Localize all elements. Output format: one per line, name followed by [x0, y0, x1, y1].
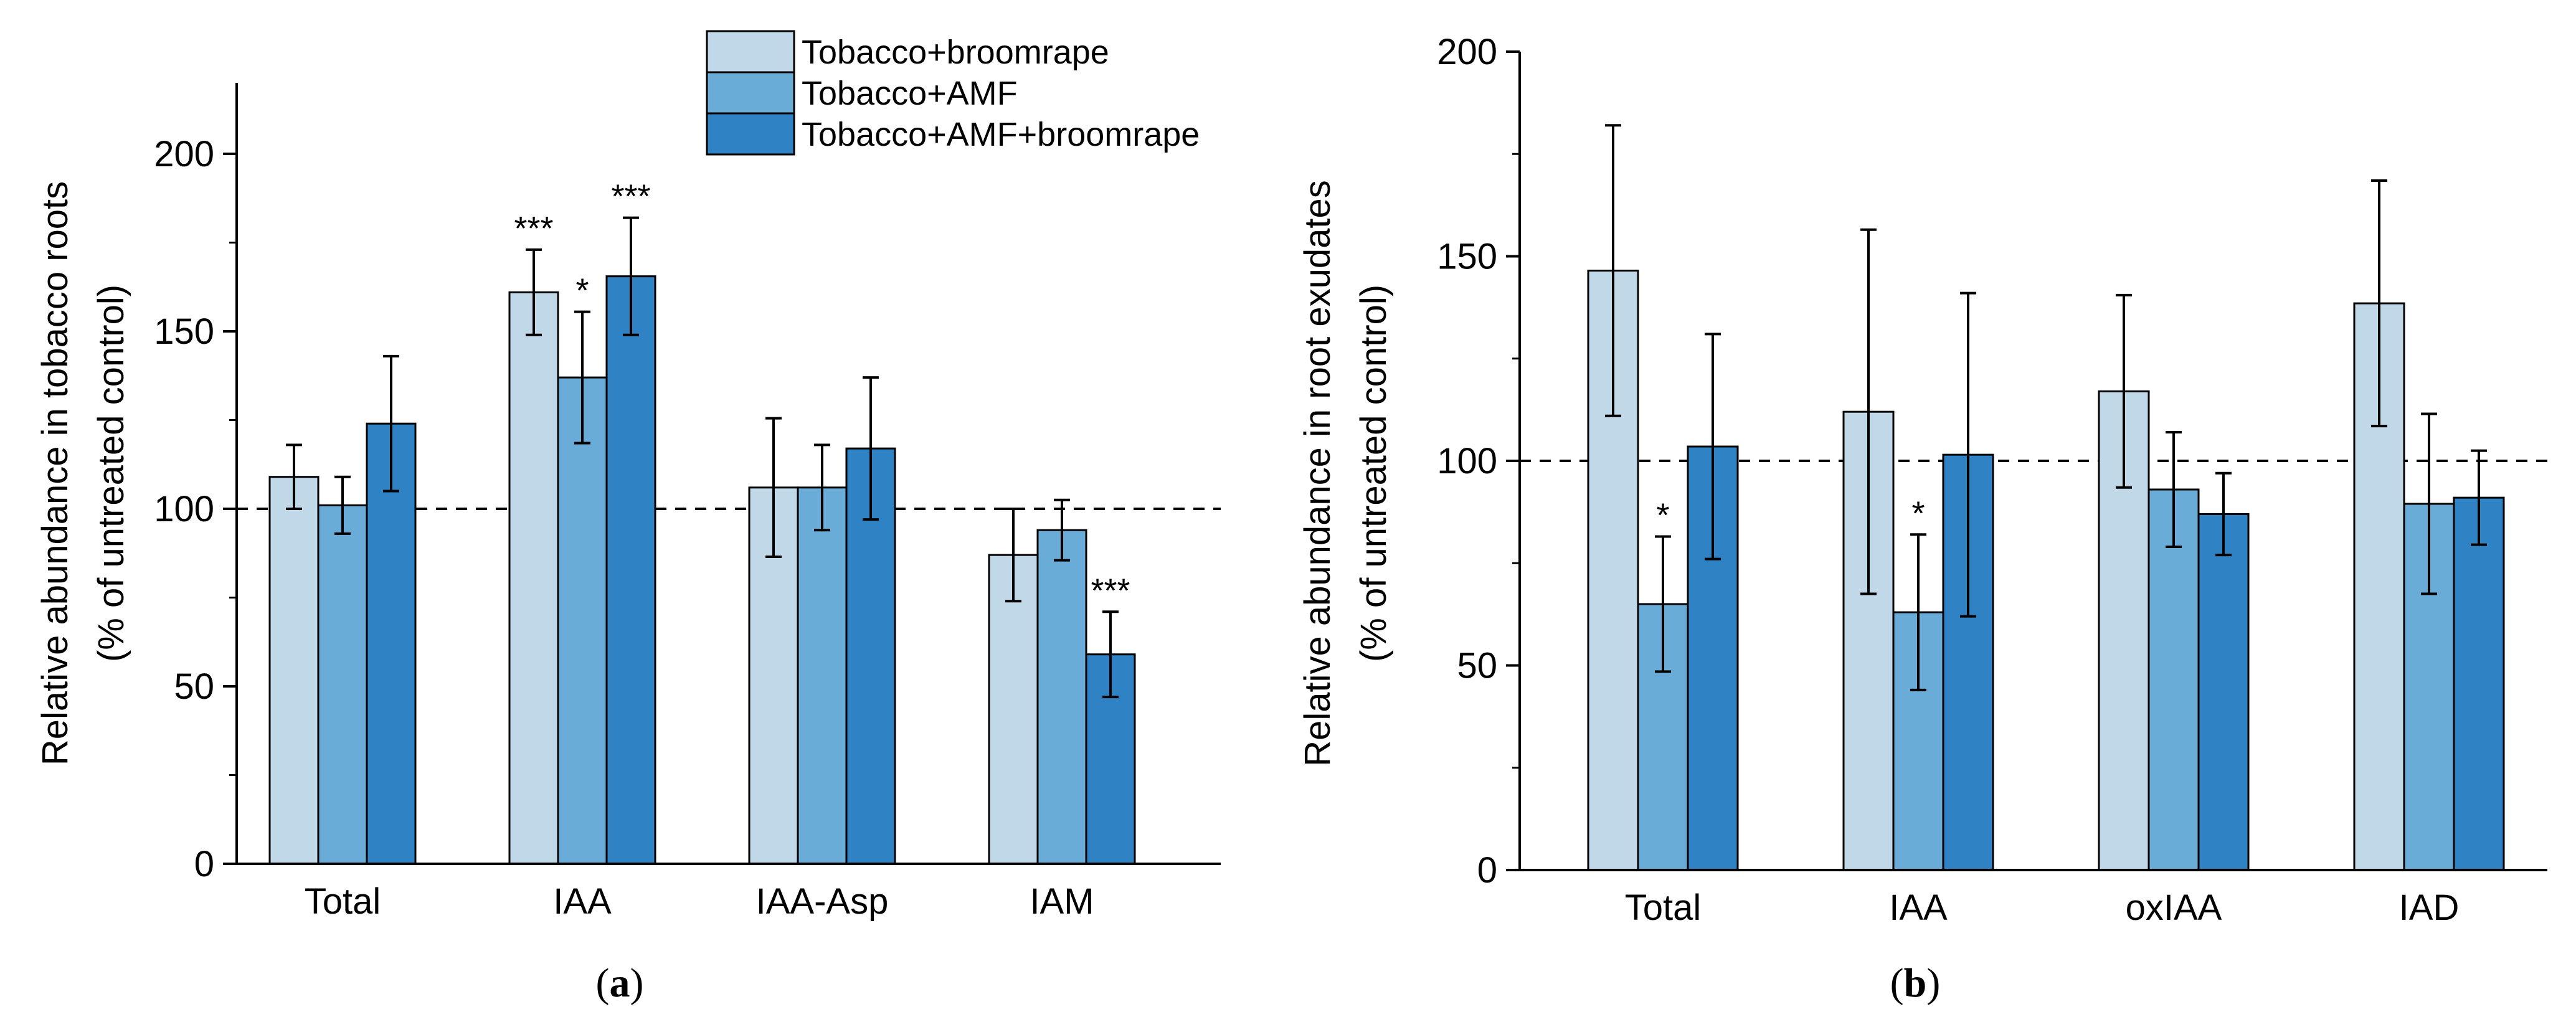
- y-axis-label: Relative abundance in tobacco roots: [35, 181, 75, 765]
- significance-marker: ***: [1091, 572, 1130, 609]
- panel-caption: (b): [1890, 960, 1941, 1006]
- y-tick-label-50: 50: [174, 666, 214, 707]
- legend-swatch-3: [706, 112, 795, 156]
- bar-total-series-1: [1587, 269, 1639, 871]
- y-tick-label-150: 150: [1437, 237, 1497, 277]
- significance-marker: *: [1656, 497, 1669, 534]
- y-tick-label-200: 200: [154, 134, 214, 174]
- legend-entry-3: Tobacco+AMF+broomrape: [802, 116, 1200, 153]
- legend-entry-2: Tobacco+AMF: [802, 75, 1018, 112]
- y-tick-label-50: 50: [1457, 646, 1497, 686]
- x-tick-label-iam: IAM: [1030, 881, 1094, 922]
- x-tick-label-total: Total: [1625, 887, 1702, 928]
- panel-b-bar-chart: * Total * IAA oxIAA IAD 0 50 100 150 200 Relative a…: [1297, 32, 2547, 1006]
- y-tick-label-0: 0: [194, 844, 214, 884]
- x-tick-label-iad: IAD: [2399, 887, 2460, 928]
- panel-caption: (a): [596, 960, 644, 1006]
- x-tick-label-total: Total: [305, 881, 381, 922]
- legend-entry-1: Tobacco+broomrape: [802, 34, 1109, 71]
- y-tick-label-100: 100: [154, 489, 214, 529]
- bar-iaa-series-2: [557, 376, 608, 865]
- bar-iam-series-2: [1036, 529, 1087, 865]
- bar-iaa-asp-series-2: [797, 486, 848, 865]
- significance-marker: *: [1911, 494, 1925, 532]
- y-tick-label-0: 0: [1477, 850, 1497, 891]
- x-tick-label-iaa: IAA: [1889, 887, 1948, 928]
- bar-iaa-series-3: [605, 275, 656, 865]
- y-axis-label: Relative abundance in root exudates: [1297, 180, 1338, 767]
- legend-swatch-2: [706, 71, 795, 115]
- y-tick-label-100: 100: [1437, 441, 1497, 481]
- y-axis-sublabel: (% of untreated control): [1353, 285, 1394, 662]
- panel-a-bar-chart: Total*******IAA IAA-Asp***IAM050100150200…: [35, 30, 1221, 1006]
- y-axis-sublabel: (% of untreated control): [91, 285, 131, 662]
- legend-swatch-1: [706, 30, 795, 73]
- bar-oxiaa-series-3: [2197, 513, 2250, 871]
- x-tick-label-iaa-asp: IAA-Asp: [756, 881, 889, 922]
- y-tick-label-150: 150: [154, 311, 214, 352]
- bar-total-series-2: [317, 504, 368, 865]
- bar-iad-series-3: [2453, 496, 2505, 871]
- y-tick-label-200: 200: [1437, 32, 1497, 72]
- significance-marker: *: [575, 272, 589, 310]
- x-tick-label-oxiaa: oxIAA: [2126, 887, 2222, 928]
- significance-marker: ***: [514, 210, 553, 247]
- bar-oxiaa-series-2: [2147, 488, 2200, 871]
- x-tick-label-iaa: IAA: [553, 881, 612, 922]
- significance-marker: ***: [611, 178, 650, 215]
- bar-total-series-3: [366, 422, 417, 865]
- bar-iaa-series-1: [508, 291, 559, 865]
- bar-total-series-1: [268, 476, 320, 865]
